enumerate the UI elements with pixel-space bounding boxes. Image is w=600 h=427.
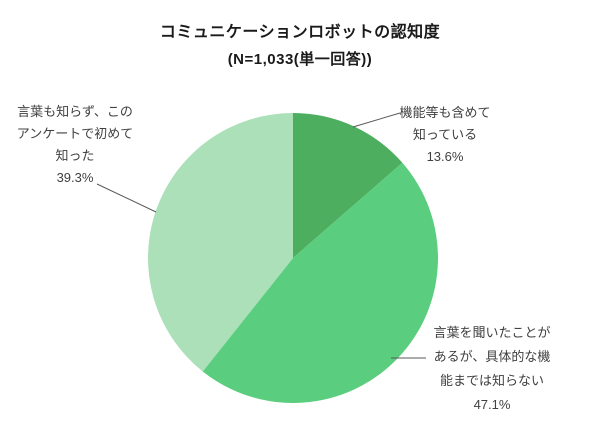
callout-heard-word-only: 言葉を聞いたことが あるが、具体的な機 能までは知らない 47.1%	[422, 321, 562, 417]
chart-title: コミュニケーションロボットの認知度	[159, 24, 441, 41]
callout-value: 39.3%	[56, 170, 94, 185]
callout-line: 知っている	[412, 127, 478, 142]
callout-line: あるが、具体的な機	[433, 349, 551, 364]
callout-know-including-functions: 機能等も含めて 知っている 13.6%	[375, 102, 515, 168]
callout-value: 13.6%	[426, 149, 464, 164]
leader-line-know-including-functions	[352, 112, 401, 128]
chart-subtitle: (N=1,033(単一回答))	[227, 51, 373, 68]
callout-line: アンケートで初めて	[16, 126, 134, 141]
pie-slices	[148, 113, 438, 403]
callout-line: 言葉を聞いたことが	[433, 325, 551, 340]
callout-line: 機能等も含めて	[399, 105, 491, 120]
pie-slice-heard-word-only	[202, 162, 438, 403]
callout-line: 言葉も知らず、この	[17, 104, 133, 119]
callout-line: 知った	[55, 148, 95, 163]
callout-first-time-knew: 言葉も知らず、この アンケートで初めて 知った 39.3%	[10, 101, 140, 189]
leader-line-first-time-knew	[96, 183, 157, 213]
callout-value: 47.1%	[473, 397, 511, 412]
callout-line: 能までは知らない	[439, 373, 544, 388]
pie-slice-first-time-knew	[148, 113, 293, 372]
pie-slice-know-including-functions	[293, 113, 403, 258]
